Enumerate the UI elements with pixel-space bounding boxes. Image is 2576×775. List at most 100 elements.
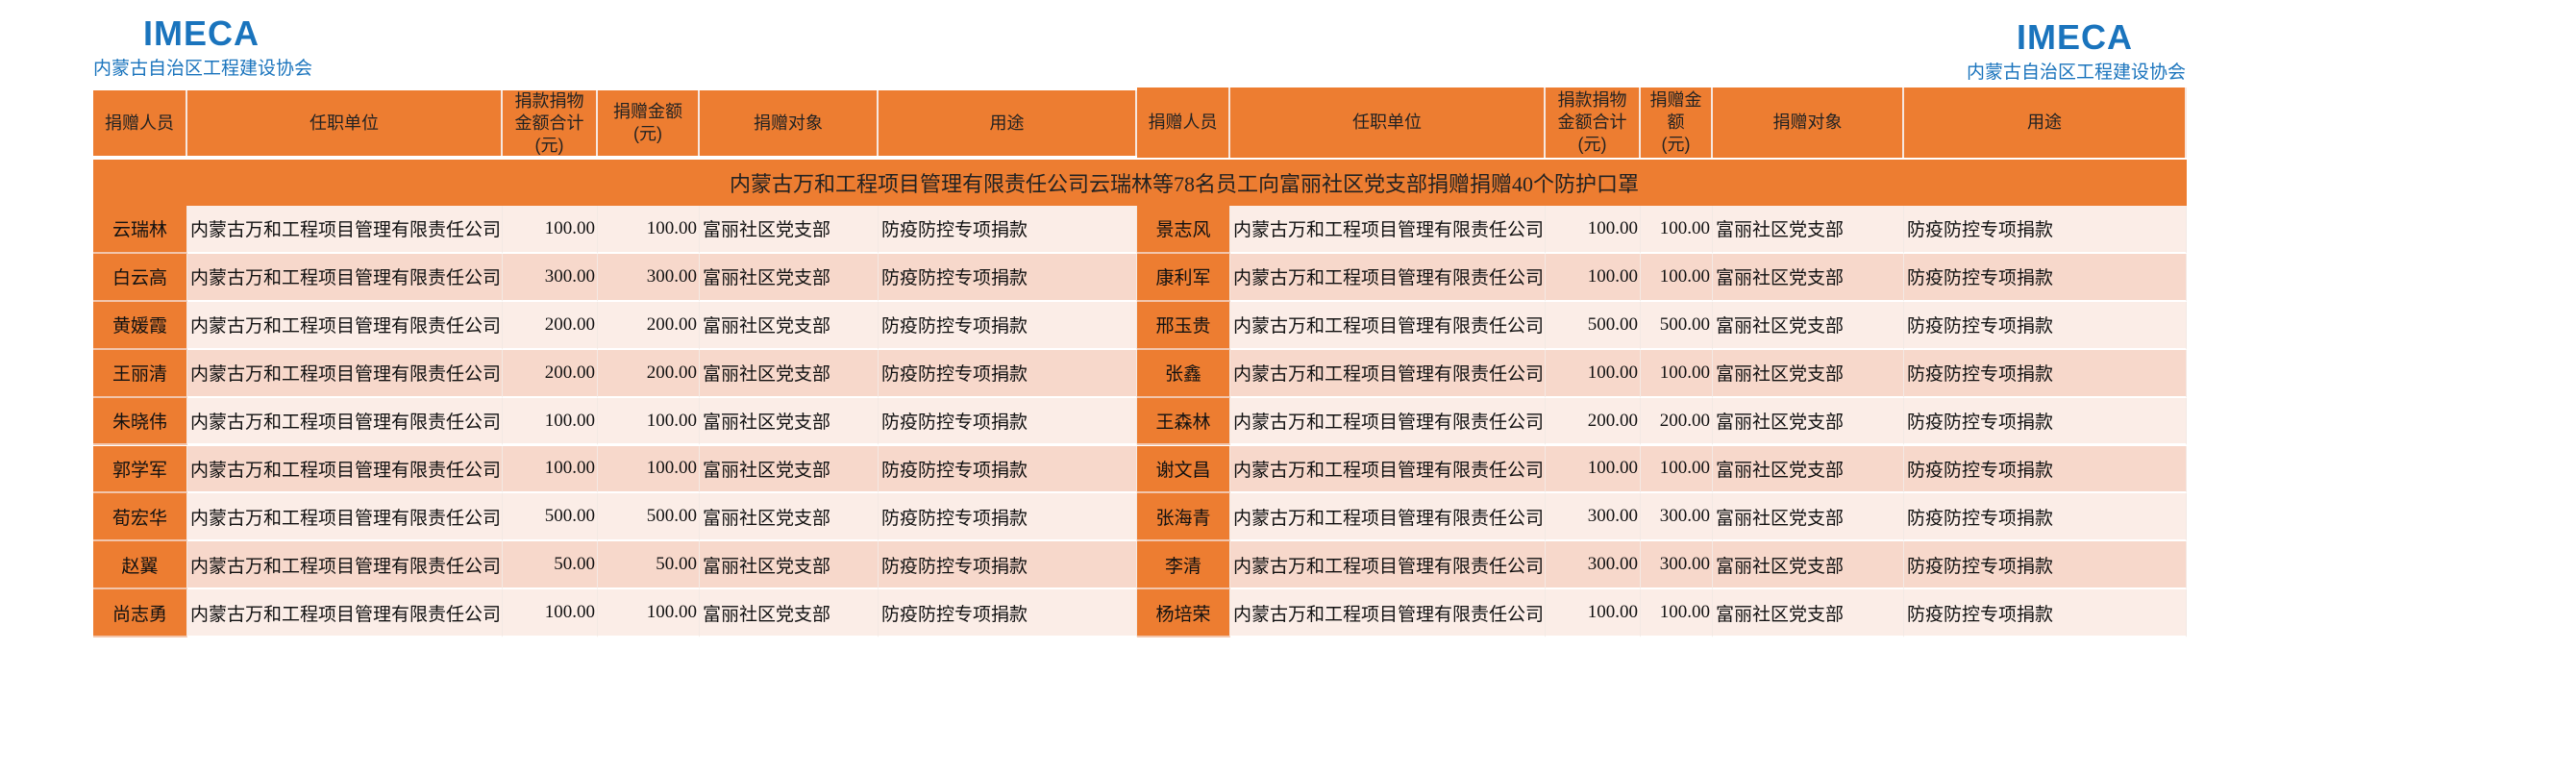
cell-total: 300.00 — [1546, 493, 1641, 542]
cell-amount: 500.00 — [1641, 301, 1713, 350]
cell-amount: 100.00 — [1641, 589, 1713, 638]
cell-purpose: 防疫防控专项捐款 — [879, 541, 1137, 590]
cell-amount: 100.00 — [598, 206, 700, 254]
cell-name: 白云高 — [93, 253, 187, 302]
cell-name: 康利军 — [1137, 253, 1230, 302]
cell-target: 富丽社区党支部 — [700, 397, 879, 446]
cell-name: 王森林 — [1137, 397, 1230, 446]
cell-target: 富丽社区党支部 — [1713, 349, 1904, 398]
logo-org: 内蒙古自治区工程建设协会 — [93, 59, 313, 79]
cell-total: 300.00 — [1546, 541, 1641, 590]
cell-name: 邢玉贵 — [1137, 301, 1230, 350]
column-header-name: 捐赠人员 — [1137, 88, 1230, 158]
cell-target: 富丽社区党支部 — [1713, 493, 1904, 542]
cell-purpose: 防疫防控专项捐款 — [1904, 493, 2187, 542]
cell-purpose: 防疫防控专项捐款 — [1904, 445, 2187, 494]
cell-amount: 200.00 — [598, 301, 700, 350]
cell-target: 富丽社区党支部 — [1713, 253, 1904, 302]
cell-target: 富丽社区党支部 — [700, 541, 879, 590]
cell-name: 张海青 — [1137, 493, 1230, 542]
cell-unit: 内蒙古万和工程项目管理有限责任公司 — [187, 541, 503, 590]
cell-amount: 200.00 — [1641, 397, 1713, 446]
cell-name: 荀宏华 — [93, 493, 187, 542]
column-header-name: 捐赠人员 — [93, 90, 187, 156]
cell-unit: 内蒙古万和工程项目管理有限责任公司 — [1230, 301, 1546, 350]
cell-amount: 300.00 — [1641, 541, 1713, 590]
cell-purpose: 防疫防控专项捐款 — [879, 397, 1137, 446]
column-header-total: 捐款捐物 金额合计 (元) — [1546, 88, 1641, 158]
cell-unit: 内蒙古万和工程项目管理有限责任公司 — [187, 493, 503, 542]
cell-purpose: 防疫防控专项捐款 — [1904, 206, 2187, 254]
cell-unit: 内蒙古万和工程项目管理有限责任公司 — [187, 349, 503, 398]
cell-target: 富丽社区党支部 — [700, 349, 879, 398]
cell-purpose: 防疫防控专项捐款 — [1904, 589, 2187, 638]
cell-total: 100.00 — [1546, 349, 1641, 398]
cell-total: 100.00 — [1546, 445, 1641, 494]
cell-total: 200.00 — [503, 349, 598, 398]
cell-target: 富丽社区党支部 — [1713, 206, 1904, 254]
cell-target: 富丽社区党支部 — [700, 493, 879, 542]
cell-unit: 内蒙古万和工程项目管理有限责任公司 — [1230, 349, 1546, 398]
cell-total: 500.00 — [1546, 301, 1641, 350]
cell-amount: 50.00 — [598, 541, 700, 590]
logo-right: IMECA 内蒙古自治区工程建设协会 — [1967, 17, 2186, 84]
cell-unit: 内蒙古万和工程项目管理有限责任公司 — [187, 445, 503, 494]
logo-left: IMECA 内蒙古自治区工程建设协会 — [93, 13, 312, 80]
cell-total: 200.00 — [503, 301, 598, 350]
cell-target: 富丽社区党支部 — [1713, 541, 1904, 590]
cell-total: 100.00 — [503, 397, 598, 446]
cell-name: 尚志勇 — [93, 589, 187, 638]
cell-unit: 内蒙古万和工程项目管理有限责任公司 — [1230, 206, 1546, 254]
cell-target: 富丽社区党支部 — [1713, 445, 1904, 494]
cell-name: 云瑞林 — [93, 206, 187, 254]
cell-unit: 内蒙古万和工程项目管理有限责任公司 — [187, 397, 503, 446]
cell-purpose: 防疫防控专项捐款 — [1904, 541, 2187, 590]
cell-amount: 200.00 — [598, 349, 700, 398]
cell-total: 300.00 — [503, 253, 598, 302]
cell-name: 景志风 — [1137, 206, 1230, 254]
cell-target: 富丽社区党支部 — [700, 445, 879, 494]
logo-brand: IMECA — [2017, 17, 2133, 57]
column-header-target: 捐赠对象 — [1713, 88, 1904, 158]
cell-unit: 内蒙古万和工程项目管理有限责任公司 — [1230, 253, 1546, 302]
cell-name: 王丽清 — [93, 349, 187, 398]
cell-unit: 内蒙古万和工程项目管理有限责任公司 — [187, 253, 503, 302]
cell-amount: 100.00 — [1641, 253, 1713, 302]
cell-unit: 内蒙古万和工程项目管理有限责任公司 — [187, 301, 503, 350]
column-header-unit: 任职单位 — [187, 90, 503, 156]
cell-purpose: 防疫防控专项捐款 — [879, 253, 1137, 302]
cell-unit: 内蒙古万和工程项目管理有限责任公司 — [1230, 397, 1546, 446]
cell-total: 100.00 — [1546, 589, 1641, 638]
cell-unit: 内蒙古万和工程项目管理有限责任公司 — [187, 589, 503, 638]
cell-amount: 100.00 — [1641, 206, 1713, 254]
cell-total: 100.00 — [503, 589, 598, 638]
column-header-unit: 任职单位 — [1230, 88, 1546, 158]
cell-purpose: 防疫防控专项捐款 — [1904, 397, 2187, 446]
logo-brand: IMECA — [143, 13, 260, 53]
cell-total: 100.00 — [1546, 206, 1641, 254]
cell-name: 赵翼 — [93, 541, 187, 590]
cell-purpose: 防疫防控专项捐款 — [879, 206, 1137, 254]
cell-total: 100.00 — [1546, 253, 1641, 302]
cell-target: 富丽社区党支部 — [1713, 589, 1904, 638]
cell-total: 200.00 — [1546, 397, 1641, 446]
cell-target: 富丽社区党支部 — [1713, 397, 1904, 446]
column-header-target: 捐赠对象 — [700, 90, 879, 156]
cell-name: 谢文昌 — [1137, 445, 1230, 494]
cell-purpose: 防疫防控专项捐款 — [1904, 253, 2187, 302]
cell-unit: 内蒙古万和工程项目管理有限责任公司 — [1230, 589, 1546, 638]
cell-purpose: 防疫防控专项捐款 — [879, 589, 1137, 638]
cell-total: 50.00 — [503, 541, 598, 590]
column-header-purpose: 用途 — [1904, 88, 2187, 158]
cell-name: 李清 — [1137, 541, 1230, 590]
cell-amount: 100.00 — [598, 589, 700, 638]
cell-unit: 内蒙古万和工程项目管理有限责任公司 — [187, 206, 503, 254]
cell-purpose: 防疫防控专项捐款 — [879, 301, 1137, 350]
cell-name: 黄媛霞 — [93, 301, 187, 350]
cell-purpose: 防疫防控专项捐款 — [879, 445, 1137, 494]
cell-unit: 内蒙古万和工程项目管理有限责任公司 — [1230, 445, 1546, 494]
column-header-amount: 捐赠金额 (元) — [598, 90, 700, 156]
cell-name: 朱晓伟 — [93, 397, 187, 446]
cell-target: 富丽社区党支部 — [700, 301, 879, 350]
cell-name: 郭学军 — [93, 445, 187, 494]
